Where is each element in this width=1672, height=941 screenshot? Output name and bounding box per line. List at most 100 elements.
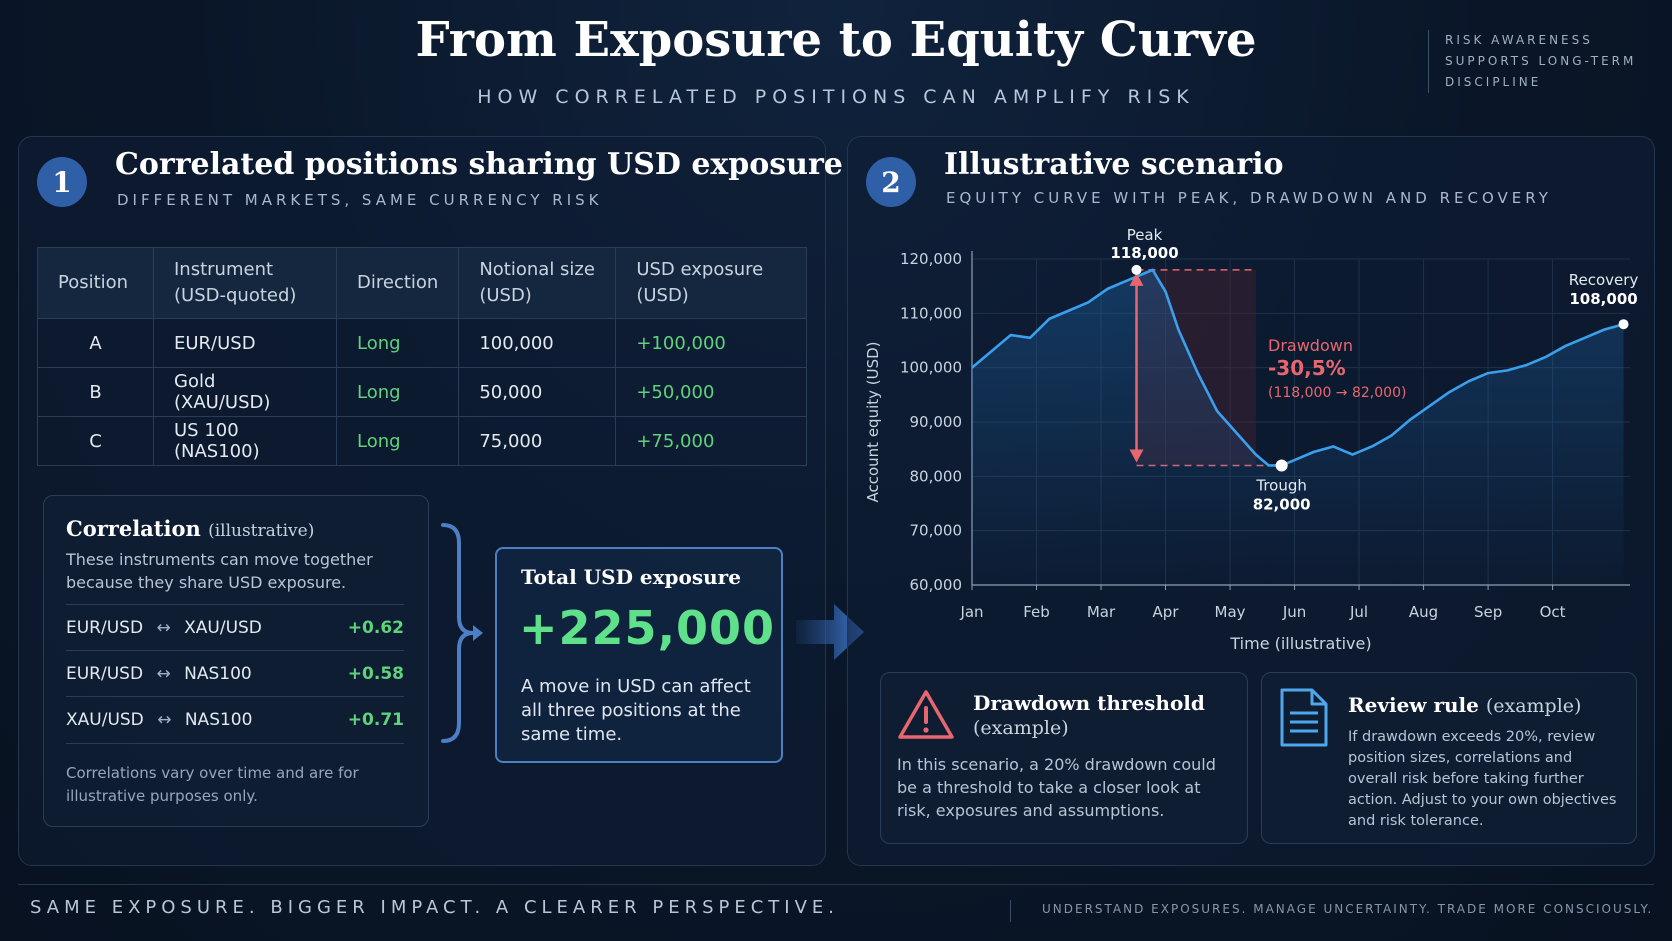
- threshold-description: In this scenario, a 20% drawdown could b…: [897, 755, 1216, 820]
- column-header: USD exposure (USD): [615, 247, 807, 319]
- instrument-cell: US 100 (NAS100): [153, 416, 337, 466]
- drawdown-percent: -30,5%: [1268, 356, 1346, 380]
- drawdown-threshold-card: Drawdown threshold (example) In this sce…: [880, 672, 1248, 844]
- correlation-value: +0.58: [347, 664, 404, 684]
- y-tick-label: 80,000: [910, 467, 963, 485]
- correlation-note: Correlations vary over time and are for …: [66, 764, 359, 805]
- correlation-title: Correlation (illustrative): [66, 516, 315, 541]
- exposure-cell: +75,000: [615, 416, 807, 466]
- bidirectional-arrow-icon: ↔: [157, 710, 172, 730]
- x-tick-label: Feb: [1023, 603, 1050, 621]
- trough-label: Trough: [1255, 476, 1307, 494]
- correlation-row: XAU/USD ↔ NAS100 +0.71: [66, 696, 404, 744]
- footer-divider: [18, 884, 1654, 885]
- correlation-row: EUR/USD ↔ NAS100 +0.58: [66, 650, 404, 697]
- exposure-panel: 1 Correlated positions sharing USD expos…: [18, 136, 843, 866]
- instrument-cell: Gold (XAU/USD): [153, 367, 337, 417]
- exposure-cell: +100,000: [615, 318, 807, 368]
- y-tick-label: 60,000: [910, 576, 963, 594]
- x-tick-label: Sep: [1474, 603, 1502, 621]
- direction-cell: Long: [336, 416, 460, 466]
- x-tick-label: Jan: [959, 603, 983, 621]
- review-title: Review rule (example): [1348, 693, 1582, 717]
- notional-cell: 75,000: [458, 416, 617, 466]
- equity-area: [972, 269, 1624, 585]
- direction-cell: Long: [336, 318, 460, 368]
- notional-cell: 100,000: [458, 318, 617, 368]
- scenario-panel: 2 Illustrative scenario EQUITY CURVE WIT…: [847, 136, 1655, 866]
- y-tick-label: 110,000: [900, 304, 962, 322]
- equity-curve-chart: 60,000 70,000 80,000 90,000 100,000 110,000 12…: [864, 226, 1639, 653]
- drawdown-arrow-head-up: [1129, 272, 1144, 286]
- y-tick-label: 100,000: [900, 359, 962, 377]
- bidirectional-arrow-icon: ↔: [156, 618, 171, 638]
- y-axis-label: Account equity (USD): [864, 341, 882, 502]
- x-tick-label: Jul: [1349, 603, 1368, 621]
- threshold-qualifier: (example): [973, 717, 1069, 739]
- page-subtitle: HOW CORRELATED POSITIONS CAN AMPLIFY RIS…: [477, 86, 1195, 108]
- peak-point: [1131, 264, 1142, 275]
- page-title: From Exposure to Equity Curve: [415, 12, 1257, 68]
- exposure-cell: +50,000: [615, 367, 807, 417]
- column-header: Instrument (USD-quoted): [153, 247, 337, 319]
- y-tick-label: 70,000: [910, 522, 963, 540]
- x-tick-label: Apr: [1153, 603, 1180, 621]
- x-tick-label: Oct: [1540, 603, 1566, 621]
- peak-value: 118,000: [1110, 244, 1178, 262]
- correlation-card: Correlation (illustrative) These instrum…: [43, 495, 429, 827]
- review-description: If drawdown exceeds 20%, review position…: [1348, 729, 1617, 829]
- recovery-label: Recovery: [1569, 271, 1639, 289]
- notional-cell: 50,000: [458, 367, 617, 417]
- trough-value: 82,000: [1253, 495, 1311, 513]
- x-tick-label: Jun: [1282, 603, 1306, 621]
- position-cell: C: [37, 416, 154, 466]
- side-note: RISK AWARENESS SUPPORTS LONG-TERM DISCIP…: [1428, 30, 1665, 93]
- recovery-value: 108,000: [1569, 290, 1637, 308]
- total-exposure-description: A move in USD can affect all three posit…: [521, 676, 751, 745]
- position-cell: B: [37, 367, 154, 417]
- correlation-description: These instruments can move together beca…: [66, 550, 373, 592]
- warning-icon: [898, 690, 954, 739]
- exposure-panel-subtitle: DIFFERENT MARKETS, SAME CURRENCY RISK: [117, 191, 603, 209]
- total-exposure-value: +225,000: [519, 601, 776, 655]
- peak-label: Peak: [1127, 226, 1163, 244]
- exposure-panel-title: Correlated positions sharing USD exposur…: [115, 147, 843, 182]
- step-badge-1: 1: [37, 157, 87, 207]
- direction-cell: Long: [336, 367, 460, 417]
- brace-icon: [441, 523, 483, 743]
- table-row: A EUR/USD Long 100,000 +100,000: [37, 318, 807, 368]
- scenario-panel-title: Illustrative scenario: [944, 147, 1284, 182]
- drawdown-label: Drawdown: [1268, 336, 1353, 355]
- correlation-row: EUR/USD ↔ XAU/USD +0.62: [66, 604, 404, 651]
- table-row: C US 100 (NAS100) Long 75,000 +75,000: [37, 416, 807, 466]
- x-tick-label: May: [1215, 603, 1246, 621]
- bidirectional-arrow-icon: ↔: [156, 664, 171, 684]
- footer-tagline: SAME EXPOSURE. BIGGER IMPACT. A CLEARER …: [30, 897, 840, 918]
- x-axis-label: Time (illustrative): [1229, 634, 1371, 653]
- footer-separator: [1010, 900, 1011, 922]
- y-tick-label: 120,000: [900, 250, 962, 268]
- x-tick-label: Mar: [1087, 603, 1116, 621]
- drawdown-arrow-head-down: [1129, 449, 1144, 463]
- recovery-point: [1618, 319, 1629, 330]
- document-icon: [1280, 688, 1328, 747]
- footer-motto: UNDERSTAND EXPOSURES. MANAGE UNCERTAINTY…: [1042, 902, 1654, 916]
- positions-table: Position Instrument (USD-quoted) Directi…: [37, 247, 807, 466]
- drawdown-detail: (118,000 → 82,000): [1268, 385, 1406, 401]
- total-exposure-card: Total USD exposure +225,000 A move in US…: [495, 547, 783, 763]
- step-badge-2: 2: [866, 157, 916, 207]
- column-header: Position: [37, 247, 154, 319]
- correlation-value: +0.62: [347, 618, 404, 638]
- table-header-row: Position Instrument (USD-quoted) Directi…: [37, 247, 807, 319]
- y-tick-label: 90,000: [910, 413, 963, 431]
- correlation-value: +0.71: [347, 710, 404, 730]
- threshold-title: Drawdown threshold: [973, 691, 1205, 715]
- table-row: B Gold (XAU/USD) Long 50,000 +50,000: [37, 367, 807, 417]
- trough-point: [1275, 459, 1288, 472]
- review-rule-card: Review rule (example) If drawdown exceed…: [1261, 672, 1637, 844]
- total-exposure-title: Total USD exposure: [521, 565, 741, 589]
- instrument-cell: EUR/USD: [153, 318, 337, 368]
- column-header: Notional size (USD): [458, 247, 617, 319]
- scenario-panel-subtitle: EQUITY CURVE WITH PEAK, DRAWDOWN AND REC…: [946, 189, 1552, 207]
- column-header: Direction: [336, 247, 460, 319]
